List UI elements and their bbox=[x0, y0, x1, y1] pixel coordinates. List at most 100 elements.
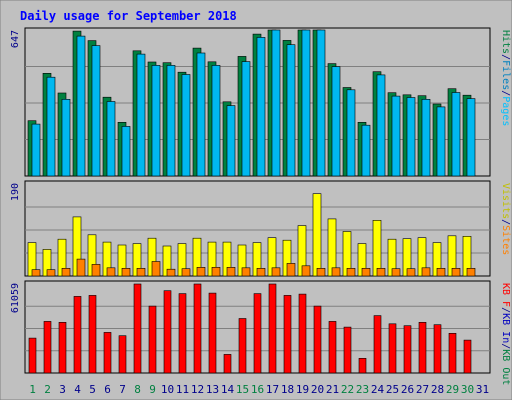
bar-visits-day-20 bbox=[312, 193, 322, 277]
bar-files-day-27 bbox=[421, 99, 431, 177]
bar-sites-day-23 bbox=[361, 267, 371, 277]
axis-legend-part: Pages bbox=[500, 96, 511, 126]
bar-kb-f-day-20 bbox=[313, 305, 322, 374]
day-label-20: 20 bbox=[311, 383, 324, 396]
bar-files-day-19 bbox=[301, 29, 311, 177]
axis-legend-part: Visits bbox=[500, 183, 511, 219]
axis-legend-part: / bbox=[500, 90, 511, 96]
day-label-17: 17 bbox=[266, 383, 279, 396]
day-label-19: 19 bbox=[296, 383, 309, 396]
axis-legend-part: Hits bbox=[500, 30, 511, 54]
day-label-31: 31 bbox=[476, 383, 489, 396]
bar-kb-f-day-29 bbox=[448, 332, 457, 374]
bar-files-day-22 bbox=[346, 89, 356, 177]
bar-files-day-5 bbox=[91, 45, 101, 177]
bar-files-day-7 bbox=[121, 126, 131, 177]
bar-files-day-23 bbox=[361, 124, 371, 177]
day-label-8: 8 bbox=[134, 383, 141, 396]
axis-legend-part: KB In bbox=[500, 313, 511, 343]
bar-sites-day-14 bbox=[226, 266, 236, 277]
bar-sites-day-28 bbox=[436, 267, 446, 277]
axis-legend: KB F/KB In/KB Out bbox=[500, 283, 511, 385]
ymax-label: 190 bbox=[10, 183, 21, 201]
day-label-27: 27 bbox=[416, 383, 429, 396]
bar-files-day-8 bbox=[136, 53, 146, 177]
bar-sites-day-8 bbox=[136, 267, 146, 277]
bar-files-day-10 bbox=[166, 65, 176, 177]
day-label-7: 7 bbox=[119, 383, 126, 396]
bar-files-day-16 bbox=[256, 37, 266, 177]
bar-kb-f-day-9 bbox=[148, 305, 157, 374]
bar-sites-day-25 bbox=[391, 268, 401, 277]
bar-sites-day-24 bbox=[376, 267, 386, 277]
bar-files-day-11 bbox=[181, 74, 191, 177]
bar-files-day-17 bbox=[271, 29, 281, 177]
bar-sites-day-11 bbox=[181, 268, 191, 277]
bar-kb-f-day-25 bbox=[388, 323, 397, 374]
day-label-13: 13 bbox=[206, 383, 219, 396]
bar-sites-day-9 bbox=[151, 261, 161, 277]
bar-kb-f-day-2 bbox=[43, 321, 52, 374]
ymax-label: 647 bbox=[10, 30, 21, 48]
bar-sites-day-26 bbox=[406, 268, 416, 277]
bar-sites-day-13 bbox=[211, 266, 221, 277]
bar-files-day-6 bbox=[106, 101, 116, 177]
axis-legend-part: / bbox=[500, 219, 511, 225]
bar-files-day-1 bbox=[31, 123, 41, 177]
bar-sites-day-3 bbox=[61, 267, 71, 277]
bar-visits-day-24 bbox=[372, 220, 382, 277]
bar-kb-f-day-1 bbox=[28, 337, 37, 374]
bar-sites-day-18 bbox=[286, 263, 296, 277]
day-label-15: 15 bbox=[236, 383, 249, 396]
bar-kb-f-day-30 bbox=[463, 339, 472, 374]
bar-files-day-2 bbox=[46, 76, 56, 177]
bar-sites-day-15 bbox=[241, 267, 251, 277]
bar-files-day-28 bbox=[436, 106, 446, 177]
day-label-28: 28 bbox=[431, 383, 444, 396]
bar-sites-day-10 bbox=[166, 268, 176, 277]
bar-files-day-18 bbox=[286, 44, 296, 177]
bar-kb-f-day-6 bbox=[103, 332, 112, 374]
axis-legend: Visits/Sites bbox=[500, 183, 511, 255]
panel-visits: 190 Visits/Sites bbox=[10, 180, 511, 277]
axis-legend-part: KB Out bbox=[500, 349, 511, 385]
bar-kb-f-day-3 bbox=[58, 321, 67, 374]
axis-legend-part: / bbox=[500, 54, 511, 60]
day-label-4: 4 bbox=[74, 383, 81, 396]
bar-files-day-9 bbox=[151, 65, 161, 177]
day-label-22: 22 bbox=[341, 383, 354, 396]
day-label-10: 10 bbox=[161, 383, 174, 396]
day-label-9: 9 bbox=[149, 383, 156, 396]
bar-sites-day-30 bbox=[466, 267, 476, 277]
bar-sites-day-5 bbox=[91, 264, 101, 277]
bar-files-day-21 bbox=[331, 66, 341, 177]
bar-kb-f-day-14 bbox=[223, 354, 232, 374]
bar-sites-day-21 bbox=[331, 267, 341, 277]
day-label-29: 29 bbox=[446, 383, 459, 396]
bar-sites-day-17 bbox=[271, 267, 281, 277]
bar-sites-day-7 bbox=[121, 267, 131, 277]
bar-kb-f-day-24 bbox=[373, 315, 382, 374]
bar-kb-f-day-27 bbox=[418, 321, 427, 374]
axis-legend-part: KB F bbox=[500, 283, 511, 307]
bar-sites-day-20 bbox=[316, 267, 326, 277]
day-label-25: 25 bbox=[386, 383, 399, 396]
day-label-16: 16 bbox=[251, 383, 264, 396]
bar-sites-day-16 bbox=[256, 267, 266, 277]
bar-kb-f-day-26 bbox=[403, 325, 412, 374]
bar-sites-day-22 bbox=[346, 267, 356, 277]
bar-sites-day-1 bbox=[31, 269, 41, 277]
axis-legend-part: Files bbox=[500, 60, 511, 90]
day-label-14: 14 bbox=[221, 383, 235, 396]
bar-kb-f-day-12 bbox=[193, 283, 202, 374]
bar-kb-f-day-22 bbox=[343, 326, 352, 374]
bar-kb-f-day-5 bbox=[88, 295, 97, 374]
bar-files-day-15 bbox=[241, 61, 251, 177]
day-label-2: 2 bbox=[44, 383, 51, 396]
bar-files-day-4 bbox=[76, 35, 86, 177]
day-label-26: 26 bbox=[401, 383, 414, 396]
axis-legend: Hits/Files/Pages bbox=[500, 30, 511, 126]
bar-files-day-24 bbox=[376, 74, 386, 177]
